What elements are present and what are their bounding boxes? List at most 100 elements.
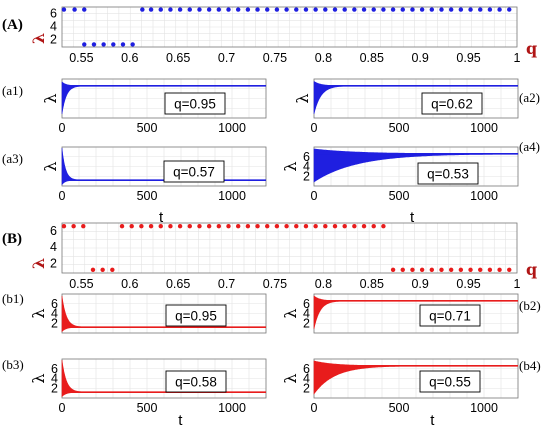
A-data-point (371, 7, 376, 12)
a4-ylabel: λ (281, 161, 300, 171)
a3-t-label: t (159, 209, 164, 226)
b4-ylabel: λ (281, 373, 300, 383)
A-data-point (245, 7, 251, 12)
A-data-point (497, 7, 502, 12)
A-data-point (91, 42, 97, 47)
a1-annotation-text: q=0.95 (174, 97, 216, 112)
a1-xtick-label: 0 (59, 121, 66, 135)
B-data-point (371, 224, 376, 229)
A-data-point (120, 42, 126, 47)
A-data-point (61, 7, 67, 12)
a4-annotation-text: q=0.53 (427, 167, 469, 182)
b3-panel-label: (b3) (2, 357, 24, 372)
A-xtick-label: 0.75 (263, 51, 287, 65)
B-ytick-label: 4 (50, 240, 57, 254)
b4-xtick-label: 1000 (470, 401, 498, 415)
B-data-point (487, 267, 493, 272)
b1-annotation-text: q=0.95 (175, 309, 217, 324)
B-xtick-label: 0.65 (166, 277, 190, 291)
b3-xlabel: t (178, 412, 183, 426)
B-data-point (294, 224, 299, 229)
a4-xtick-label: 500 (389, 189, 410, 203)
A-data-point (274, 7, 280, 12)
b3-annotation-box (165, 370, 227, 393)
A-data-point (235, 7, 241, 12)
A-xtick-label: 0.85 (360, 51, 384, 65)
b4-xtick-label: 0 (311, 401, 318, 415)
A-data-point (226, 7, 231, 12)
A-xtick-label: 0.65 (166, 51, 190, 65)
B-data-point (158, 224, 163, 229)
A-data-point (82, 7, 87, 12)
A-ytick-label: 2 (50, 32, 57, 46)
a4-ytick-label: 2 (303, 169, 310, 183)
a3-xtick-label: 0 (59, 189, 66, 203)
A-data-point (101, 42, 106, 47)
B-xtick-label: 0.8 (315, 277, 332, 291)
B-ytick-label: 6 (50, 224, 57, 238)
A-data-point (216, 7, 222, 12)
B-data-point (381, 224, 386, 229)
subplot-a1: 0 500 1000 λ q=0.95 (a1) (2, 78, 267, 135)
B-frame (61, 222, 518, 274)
A-data-point (468, 7, 473, 12)
b2-panel-label: (b2) (519, 298, 541, 313)
a2-xtick-label: 1000 (470, 121, 498, 135)
B-data-point (71, 224, 76, 229)
A-xtick-label: 0.55 (69, 51, 93, 65)
B-data-point (187, 224, 192, 229)
b1-annotation-box (165, 304, 227, 327)
B-data-point (81, 224, 86, 229)
panel-b-lambda-label: λ (29, 258, 48, 269)
panel-b-scatter: 0.55 0.6 0.65 0.7 0.75 0.8 0.85 0.9 0.95 1 2 4 6 (50, 222, 521, 291)
A-data-point (130, 42, 135, 47)
b4-series-envelope (313, 360, 518, 395)
B-data-point (119, 224, 125, 229)
A-data-point (478, 7, 483, 12)
a3-panel-label: (a3) (2, 151, 23, 166)
B-xtick-label: 0.55 (69, 277, 93, 291)
B-xtick-label: 0.7 (218, 277, 235, 291)
panel-a-q-label: q (526, 39, 537, 58)
B-data-point (352, 224, 357, 229)
b3-ytick-label: 6 (51, 362, 58, 376)
A-data-point (313, 7, 318, 12)
A-data-point (448, 7, 454, 12)
A-data-point (111, 42, 116, 47)
a3-xtick-label: 500 (137, 189, 158, 203)
B-data-point (139, 224, 144, 229)
b4-annotation-box (419, 370, 481, 393)
A-data-point (82, 42, 87, 47)
B-xtick-label: 0.75 (263, 277, 287, 291)
b3-ylabel: λ (29, 373, 48, 383)
A-data-point (419, 7, 425, 12)
A-data-point (400, 7, 405, 12)
B-data-point (265, 224, 270, 229)
A-data-point (148, 7, 154, 12)
B-data-point (148, 224, 154, 229)
panel-a-lambda-label: λ (29, 33, 48, 44)
B-data-point (497, 267, 502, 272)
B-xtick-label: 0.6 (121, 277, 138, 291)
B-data-point (429, 267, 435, 272)
b1-panel-label: (b1) (2, 291, 24, 306)
B-data-point (197, 224, 202, 229)
A-data-point (381, 7, 386, 12)
b3-ytick-label: 4 (51, 372, 58, 386)
B-data-point (419, 267, 425, 272)
B-data-point (458, 267, 464, 272)
B-data-point (313, 224, 318, 229)
A-data-point (255, 7, 260, 12)
B-xtick-label: 0.95 (456, 277, 480, 291)
B-data-point (129, 224, 134, 229)
A-xtick-label: 1 (514, 51, 521, 65)
A-data-point (458, 7, 464, 12)
a4-xtick-label: 0 (311, 189, 318, 203)
A-ytick-label: 4 (50, 19, 57, 33)
A-xtick-label: 0.95 (456, 51, 480, 65)
B-data-point (478, 267, 483, 272)
